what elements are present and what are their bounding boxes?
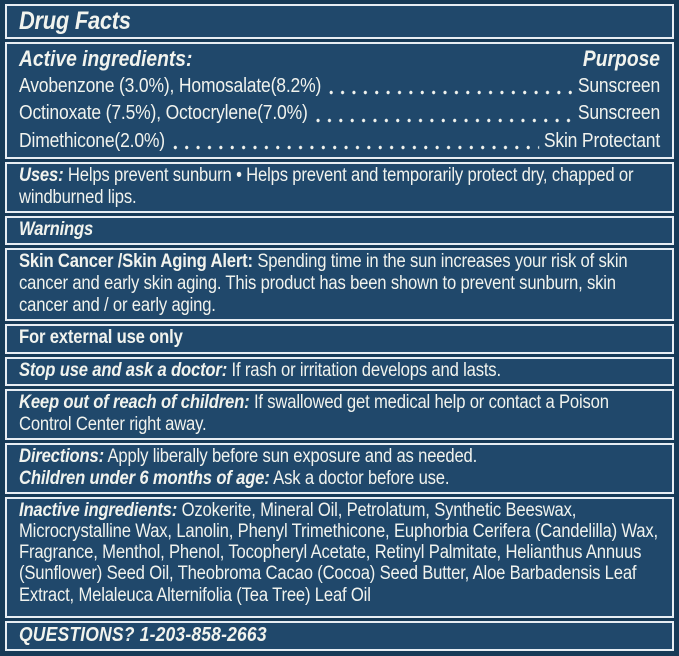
section-questions: QUESTIONS? 1-203-858-2663	[5, 621, 674, 651]
directions-paragraph: Directions: Apply liberally before sun e…	[19, 446, 660, 468]
dot-leader	[312, 116, 574, 124]
questions-label: QUESTIONS?	[19, 624, 135, 646]
skin-alert-paragraph: Skin Cancer /Skin Aging Alert: Spending …	[19, 251, 660, 317]
section-uses: Uses: Helps prevent sunburn • Helps prev…	[5, 162, 674, 214]
external-use-text: For external use only	[19, 327, 183, 349]
directions-text: Apply liberally before sun exposure and …	[107, 445, 478, 467]
questions-line: QUESTIONS? 1-203-858-2663	[19, 624, 660, 647]
drug-facts-title: Drug Facts	[19, 7, 131, 35]
ingredient-purpose: Skin Protectant	[543, 129, 661, 152]
ingredient-name: Octinoxate (7.5%), Octocrylene(7.0%)	[19, 102, 308, 125]
keep-out-paragraph: Keep out of reach of children: If swallo…	[19, 392, 660, 436]
keep-out-label: Keep out of reach of children:	[19, 391, 250, 413]
active-ingredient-row: Octinoxate (7.5%), Octocrylene(7.0%) Sun…	[19, 100, 660, 128]
ingredient-purpose: Sunscreen	[577, 102, 661, 125]
uses-text: Helps prevent sunburn • Helps prevent an…	[19, 165, 634, 209]
section-directions: Directions: Apply liberally before sun e…	[5, 442, 674, 494]
section-inactive-ingredients: Inactive ingredients: Ozokerite, Mineral…	[5, 496, 674, 618]
inactive-ingredients-label: Inactive ingredients:	[19, 499, 178, 521]
stop-use-text: If rash or irritation develops and lasts…	[231, 359, 502, 381]
section-skin-alert: Skin Cancer /Skin Aging Alert: Spending …	[5, 248, 674, 322]
section-keep-out: Keep out of reach of children: If swallo…	[5, 388, 674, 440]
active-ingredients-header: Active ingredients: Purpose	[19, 45, 660, 73]
active-ingredients-heading: Active ingredients:	[19, 46, 193, 71]
children-note-paragraph: Children under 6 months of age: Ask a do…	[19, 468, 660, 490]
skin-alert-label: Skin Cancer /Skin Aging Alert:	[19, 251, 253, 273]
ingredient-name: Avobenzone (3.0%), Homosalate(8.2%)	[19, 74, 322, 97]
stop-use-paragraph: Stop use and ask a doctor: If rash or ir…	[19, 360, 660, 382]
active-ingredient-row: Dimethicone(2.0%) Skin Protectant	[19, 128, 660, 156]
stop-use-label: Stop use and ask a doctor:	[19, 359, 228, 381]
uses-paragraph: Uses: Helps prevent sunburn • Helps prev…	[19, 165, 660, 209]
uses-label: Uses:	[19, 165, 64, 187]
dot-leader	[169, 144, 540, 152]
section-warnings-heading: Warnings	[5, 216, 674, 246]
inactive-ingredients-paragraph: Inactive ingredients: Ozokerite, Mineral…	[19, 500, 660, 606]
section-stop-use: Stop use and ask a doctor: If rash or ir…	[5, 356, 674, 386]
skin-alert-text: Spending time in the sun increases your …	[19, 251, 628, 317]
active-ingredient-row: Avobenzone (3.0%), Homosalate(8.2%) Suns…	[19, 73, 660, 101]
drug-facts-label: Drug Facts Active ingredients: Purpose A…	[5, 4, 674, 651]
section-active-ingredients: Active ingredients: Purpose Avobenzone (…	[5, 42, 674, 160]
children-note-text: Ask a doctor before use.	[273, 467, 450, 489]
questions-phone: 1-203-858-2663	[139, 624, 267, 646]
warnings-heading: Warnings	[19, 219, 94, 241]
children-note-label: Children under 6 months of age:	[19, 467, 270, 489]
section-title: Drug Facts	[5, 4, 674, 39]
ingredient-name: Dimethicone(2.0%)	[19, 129, 165, 152]
purpose-heading: Purpose	[582, 46, 661, 71]
directions-label: Directions:	[19, 445, 104, 467]
ingredient-purpose: Sunscreen	[577, 74, 661, 97]
keep-out-text: If swallowed get medical help or contact…	[19, 391, 609, 435]
inactive-ingredients-text: Ozokerite, Mineral Oil, Petrolatum, Synt…	[19, 499, 658, 606]
dot-leader	[325, 89, 574, 97]
section-external-use: For external use only	[5, 324, 674, 354]
